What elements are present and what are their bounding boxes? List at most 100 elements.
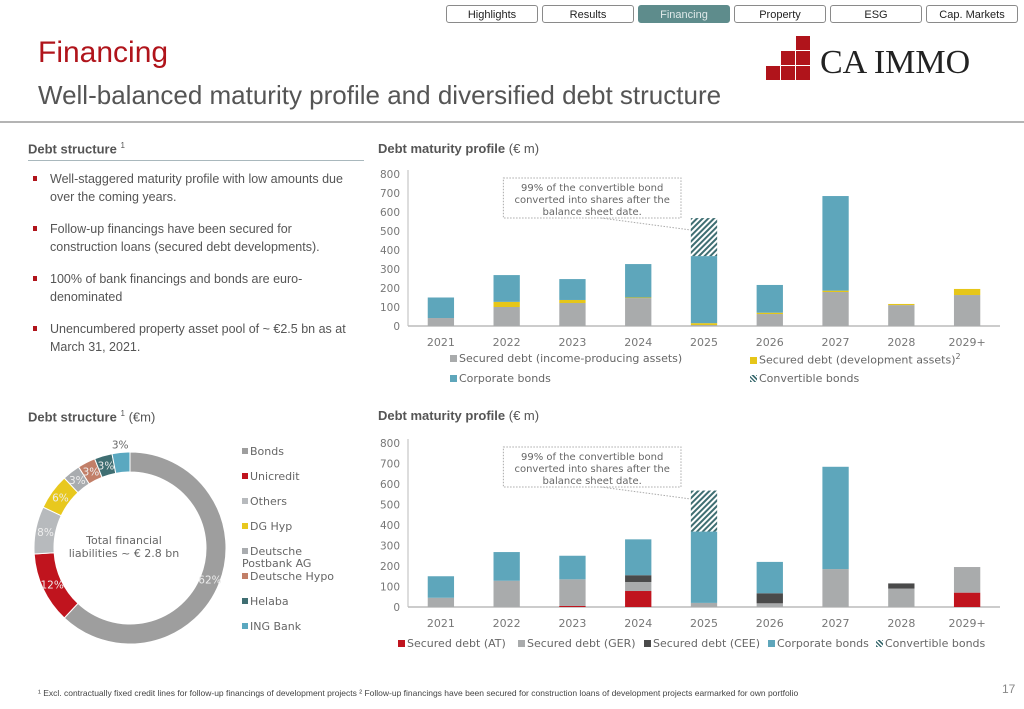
maturity-chart-1: 0 100 200 300 400 500 600 700 800 2021 2022 2023 202… [380, 169, 1000, 349]
bar-corporate-bonds-2026 [756, 284, 783, 313]
tab-results[interactable]: Results [542, 5, 634, 23]
bar-secured-debt-income-producing-assets-2024 [625, 298, 652, 326]
footnote: ¹ Excl. contractually fixed credit lines… [38, 688, 799, 698]
y-tick-label: 300 [380, 264, 400, 276]
bar-secured-debt-income-producing-assets-2029 [953, 295, 981, 326]
legend-swatch-icon [242, 498, 248, 504]
tab-highlights[interactable]: Highlights [446, 5, 538, 23]
tab-property[interactable]: Property [734, 5, 826, 23]
donut-legend-item-deutsche-postbank-ag: Deutsche Postbank AG [242, 546, 352, 570]
bar-secured-debt-development-assets-2029 [953, 288, 981, 296]
donut-center-label: Total financial [85, 534, 162, 547]
annotation-text: 99% of the convertible bond [521, 183, 663, 194]
section-nav: Highlights Results Financing Property ES… [446, 5, 1018, 23]
logo-text: CA IMMO [820, 44, 971, 81]
legend-swatch-icon [876, 640, 883, 647]
maturity-chart-2-legend: Secured debt (AT) Secured debt (GER) Secur… [398, 637, 998, 653]
y-tick-label: 600 [380, 479, 400, 491]
annotation-text: 99% of the convertible bond [521, 452, 663, 463]
x-tick-label: 2025 [690, 336, 718, 349]
legend-label: Deutsche Hypo [250, 570, 335, 583]
bar-secured-debt-income-producing-assets-2021 [427, 318, 455, 326]
donut-slice-bonds [63, 451, 227, 645]
bar-secured-debt-income-producing-assets-2025 [690, 325, 718, 326]
donut-legend-item-helaba: Helaba [242, 596, 352, 608]
legend-swatch-icon [450, 375, 457, 382]
bar-secured-debt-development-assets-2025 [690, 323, 718, 326]
x-tick-label: 2028 [887, 336, 915, 349]
legend-label: Unicredit [250, 470, 300, 483]
legend-label: Secured debt (GER) [527, 637, 636, 650]
x-tick-label: 2028 [887, 617, 915, 630]
legend-swatch-icon [242, 623, 248, 629]
bar-secured-debt-ger-2025 [690, 602, 718, 607]
bullet-icon [33, 326, 37, 331]
legend-label: Secured debt (CEE) [653, 637, 761, 650]
bar-secured-debt-development-assets-2023 [559, 299, 586, 304]
legend-label: Others [250, 495, 287, 508]
bar-secured-debt-development-assets-2026 [756, 312, 783, 315]
bar-secured-debt-at-2029 [953, 592, 981, 607]
bar-secured-debt-ger-2028 [888, 588, 915, 607]
bullet-item: Well-staggered maturity profile with low… [28, 170, 358, 206]
legend-swatch-icon [242, 573, 248, 579]
annotation-text: balance sheet date. [543, 207, 642, 218]
bullet-icon [33, 226, 37, 231]
donut-heading: Debt structure 1 (€m) [28, 409, 156, 425]
bar-corporate-bonds-2025 [690, 256, 718, 324]
y-tick-label: 0 [393, 602, 400, 614]
legend-swatch-icon [242, 523, 248, 529]
legend-swatch-icon [644, 640, 651, 647]
bar-secured-debt-ger-2024 [625, 581, 652, 592]
bullet-icon [33, 276, 37, 281]
bar-secured-debt-at-2024 [625, 591, 652, 607]
y-tick-label: 200 [380, 283, 400, 295]
legend-item-convertible-bonds: Convertible bonds [876, 637, 985, 650]
x-tick-label: 2024 [624, 336, 652, 349]
bullet-item: 100% of bank financings and bonds are eu… [28, 270, 358, 306]
x-tick-label: 2027 [822, 336, 850, 349]
donut-slice-label: 8% [37, 527, 54, 539]
bullet-item: Unencumbered property asset pool of ~ €2… [28, 320, 358, 356]
legend-swatch-icon [242, 473, 248, 479]
legend-label: Secured debt (income-producing assets) [459, 352, 683, 365]
x-tick-label: 2024 [624, 617, 652, 630]
y-tick-label: 800 [380, 169, 400, 181]
bar-corporate-bonds-2027 [822, 466, 849, 570]
y-tick-label: 600 [380, 207, 400, 219]
bar-corporate-bonds-2022 [493, 552, 520, 581]
annotation-box [502, 446, 682, 488]
legend-swatch-icon [242, 598, 248, 604]
bar-corporate-bonds-2021 [427, 297, 455, 319]
bar-secured-debt-ger-2026 [756, 603, 783, 607]
x-tick-label: 2026 [756, 336, 784, 349]
legend-footnote-ref: 2 [955, 352, 961, 361]
bar-secured-debt-development-assets-2027 [822, 290, 849, 292]
debt-structure-heading: Debt structure 1 [28, 141, 125, 157]
y-tick-label: 0 [393, 321, 400, 333]
bar-secured-debt-development-assets-2028 [888, 303, 915, 306]
bullet-icon [33, 176, 37, 181]
donut-legend-item-deutsche-hypo: Deutsche Hypo [242, 571, 352, 583]
legend-swatch-icon [242, 448, 248, 454]
y-tick-label: 500 [380, 226, 400, 238]
legend-swatch-icon [768, 640, 775, 647]
bar-corporate-bonds-2023 [559, 555, 586, 580]
bar-corporate-bonds-2024 [625, 264, 652, 298]
legend-swatch-icon [518, 640, 525, 647]
tab-esg[interactable]: ESG [830, 5, 922, 23]
legend-swatch-icon [398, 640, 405, 647]
tab-cap-markets[interactable]: Cap. Markets [926, 5, 1018, 23]
legend-label: Helaba [250, 595, 289, 608]
bar-corporate-bonds-2025 [690, 531, 718, 603]
debt-bullets: Well-staggered maturity profile with low… [28, 170, 358, 370]
x-tick-label: 2023 [558, 617, 586, 630]
bar-secured-debt-ger-2022 [493, 580, 520, 607]
x-tick-label: 2021 [427, 617, 455, 630]
bar-secured-debt-ger-2023 [559, 579, 586, 606]
bar-secured-debt-income-producing-assets-2023 [559, 303, 586, 326]
x-tick-label: 2022 [493, 617, 521, 630]
tab-financing[interactable]: Financing [638, 5, 730, 23]
page-subtitle: Well-balanced maturity profile and diver… [38, 80, 722, 110]
x-tick-label: 2021 [427, 336, 455, 349]
